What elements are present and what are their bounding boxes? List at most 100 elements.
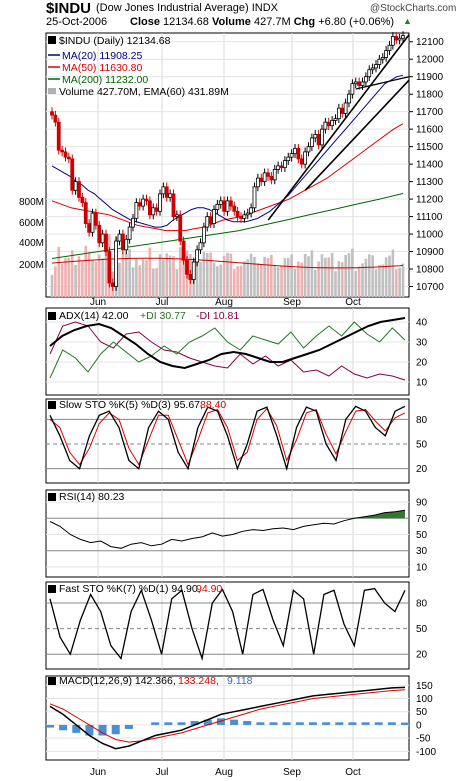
panel-frame-macd: [45, 675, 410, 761]
candle-body: [191, 261, 196, 280]
panel-frame-sto: [45, 398, 410, 484]
candle-body: [198, 242, 203, 251]
fast-sto-d-legend: 94.90: [196, 583, 222, 595]
candle-body: [195, 249, 200, 263]
macd-histogram-bar: [203, 719, 212, 725]
macd-histogram-bar: [111, 724, 120, 735]
volume-bar: [243, 261, 246, 297]
candle-body: [235, 210, 240, 217]
macd-histogram-bar: [401, 722, 409, 725]
candle-body: [188, 273, 193, 280]
adx-legend: ADX(14) 42.00: [59, 310, 129, 322]
candle-body: [380, 57, 385, 60]
macd-tick-label: 150: [416, 681, 433, 692]
volume-bar: [74, 264, 77, 297]
volume-bar: [131, 267, 135, 297]
volume-bar: [270, 254, 273, 297]
macd-histogram-bar: [243, 720, 252, 725]
volume-bar: [168, 255, 172, 297]
volume-bar: [320, 254, 324, 297]
price-tick-label: 11700: [416, 107, 444, 118]
volume-bar: [121, 252, 125, 297]
volume-bar: [67, 257, 71, 297]
candle-body: [228, 200, 233, 207]
volume-bar: [175, 269, 179, 297]
price-tick-label: 12000: [416, 55, 444, 66]
volume-bar: [330, 252, 334, 297]
volume-bar: [138, 265, 142, 297]
macd-histogram-bar: [256, 722, 265, 725]
plus-di-line: [49, 321, 406, 379]
month-label: Sep: [283, 767, 301, 778]
candle-body: [350, 83, 355, 95]
macd-hist-legend: 9.118: [227, 675, 253, 687]
volume-bar: [222, 255, 226, 297]
month-label: Jun: [90, 767, 106, 778]
candle-body: [306, 146, 311, 153]
macd-tick-label: 0: [416, 720, 422, 731]
candle-body: [320, 128, 324, 146]
candle-body: [367, 69, 372, 78]
sto-tick-label: 20: [416, 464, 428, 475]
volume-bar: [303, 253, 307, 297]
candle-body: [266, 172, 270, 177]
candle-body: [131, 217, 135, 228]
rsi-line: [49, 509, 406, 549]
month-label: Oct: [345, 767, 361, 778]
candle-body: [225, 200, 230, 212]
volume-bar: [394, 269, 398, 297]
volume-bar: [172, 256, 175, 297]
month-label: Jul: [156, 767, 169, 778]
candle-body: [282, 160, 287, 169]
candle-body: [299, 158, 304, 165]
month-label: Oct: [345, 297, 361, 308]
volume-bar: [64, 258, 67, 297]
volume-bar: [367, 254, 371, 297]
price-legend: $INDU (Daily) 12134.68: [59, 35, 171, 47]
slow-sto-k-line: [49, 405, 406, 472]
adx-tick-label: 40: [416, 318, 428, 329]
volume-bar: [300, 262, 304, 297]
fast-sto-tick-label: 20: [416, 650, 428, 661]
volume-tick-label: 800M: [19, 197, 44, 208]
rsi-tick-label: 50: [416, 530, 428, 541]
candle-body: [218, 200, 223, 205]
volume-bar: [293, 268, 297, 297]
volume-bar: [340, 262, 344, 297]
candle-body: [374, 64, 378, 69]
candle-body: [124, 238, 129, 251]
volume-bar: [178, 247, 182, 297]
volume-bar: [124, 253, 128, 297]
volume-value: 427.7M: [253, 16, 291, 28]
volume-bar: [226, 252, 229, 297]
candle-body: [252, 186, 257, 209]
volume-bar: [182, 249, 185, 297]
slow-sto-d-line: [49, 407, 406, 466]
candle-body: [394, 36, 399, 41]
candle-body: [340, 107, 345, 114]
volume-bar: [60, 264, 64, 297]
volume-bar: [84, 245, 88, 297]
trend-line: [304, 79, 410, 191]
candle-body: [53, 114, 58, 123]
candle-body: [178, 214, 183, 242]
volume-bar: [70, 250, 74, 297]
volume-bar: [327, 257, 331, 297]
macd-histogram-bar: [361, 722, 370, 725]
candle-body: [232, 205, 237, 212]
volume-bar: [263, 256, 266, 297]
candle-body: [56, 121, 61, 151]
volume-bar: [87, 252, 91, 297]
candle-body: [77, 181, 81, 198]
chg-value: +6.80 (+0.06%): [318, 16, 395, 28]
candle-body: [333, 118, 338, 121]
ma20-legend: MA(20) 11908.25: [62, 50, 143, 62]
volume-bar: [54, 266, 57, 297]
volume-bar: [135, 258, 138, 297]
watermark: @StockCharts.com: [370, 3, 457, 14]
candle-body: [97, 224, 102, 244]
macd-legend-swatch: [48, 677, 56, 685]
macd-tick-label: -50: [416, 734, 431, 745]
up-arrow-icon: ▲: [403, 16, 412, 26]
candle-body: [70, 158, 75, 191]
